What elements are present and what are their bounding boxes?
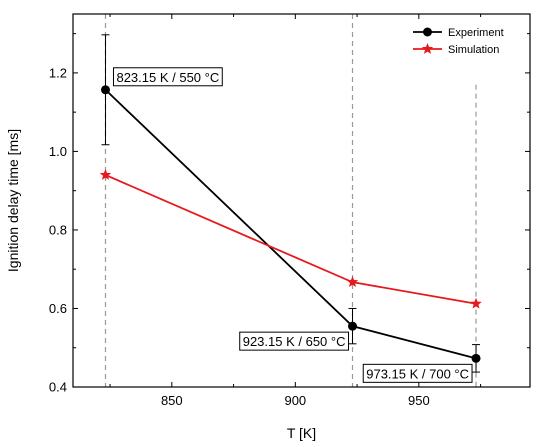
x-tick-label: 850 bbox=[161, 393, 183, 408]
axis-layer: 850 900 950 0.4 0.6 0.8 1.0 1.2 bbox=[49, 13, 531, 408]
x-tick-label: 900 bbox=[284, 393, 306, 408]
data-point bbox=[348, 321, 358, 331]
y-tick-label: 1.0 bbox=[49, 144, 67, 159]
annotation: 923.15 K / 650 °C bbox=[239, 331, 350, 351]
y-tick-label: 0.4 bbox=[49, 380, 67, 395]
series-line bbox=[105, 174, 477, 305]
annotation-box bbox=[239, 331, 350, 351]
y-tick-label: 1.2 bbox=[49, 65, 67, 80]
annotation-text: 823.15 K / 550 °C bbox=[116, 70, 219, 85]
annotation: 823.15 K / 550 °C bbox=[112, 67, 223, 87]
data-point bbox=[99, 168, 112, 180]
series-line bbox=[104, 89, 477, 360]
plot-layer: 823.15 K / 550 °C 923.15 K / 650 °C 973.15… bbox=[99, 14, 482, 387]
legend-marker bbox=[423, 27, 432, 37]
annotation-box bbox=[112, 67, 223, 87]
plot-frame bbox=[72, 13, 531, 388]
y-tick-label: 0.8 bbox=[49, 222, 67, 237]
data-point bbox=[100, 85, 110, 95]
legend-label: Experiment bbox=[448, 27, 504, 39]
data-point bbox=[346, 276, 359, 288]
annotation-box bbox=[362, 363, 473, 383]
legend: Experiment Simulation bbox=[413, 27, 504, 56]
annotation-text: 973.15 K / 700 °C bbox=[366, 366, 469, 381]
x-tick-label: 950 bbox=[408, 393, 430, 408]
annotation: 973.15 K / 700 °C bbox=[362, 363, 473, 383]
y-tick-label: 0.6 bbox=[49, 301, 67, 316]
data-point bbox=[470, 297, 482, 309]
legend-marker bbox=[421, 43, 434, 54]
annotation-text: 923.15 K / 650 °C bbox=[243, 334, 346, 349]
x-axis-label: T [K] bbox=[287, 425, 316, 441]
legend-label: Simulation bbox=[448, 44, 499, 56]
data-point bbox=[471, 353, 481, 363]
y-axis-label: Ignition delay time [ms] bbox=[5, 129, 21, 272]
